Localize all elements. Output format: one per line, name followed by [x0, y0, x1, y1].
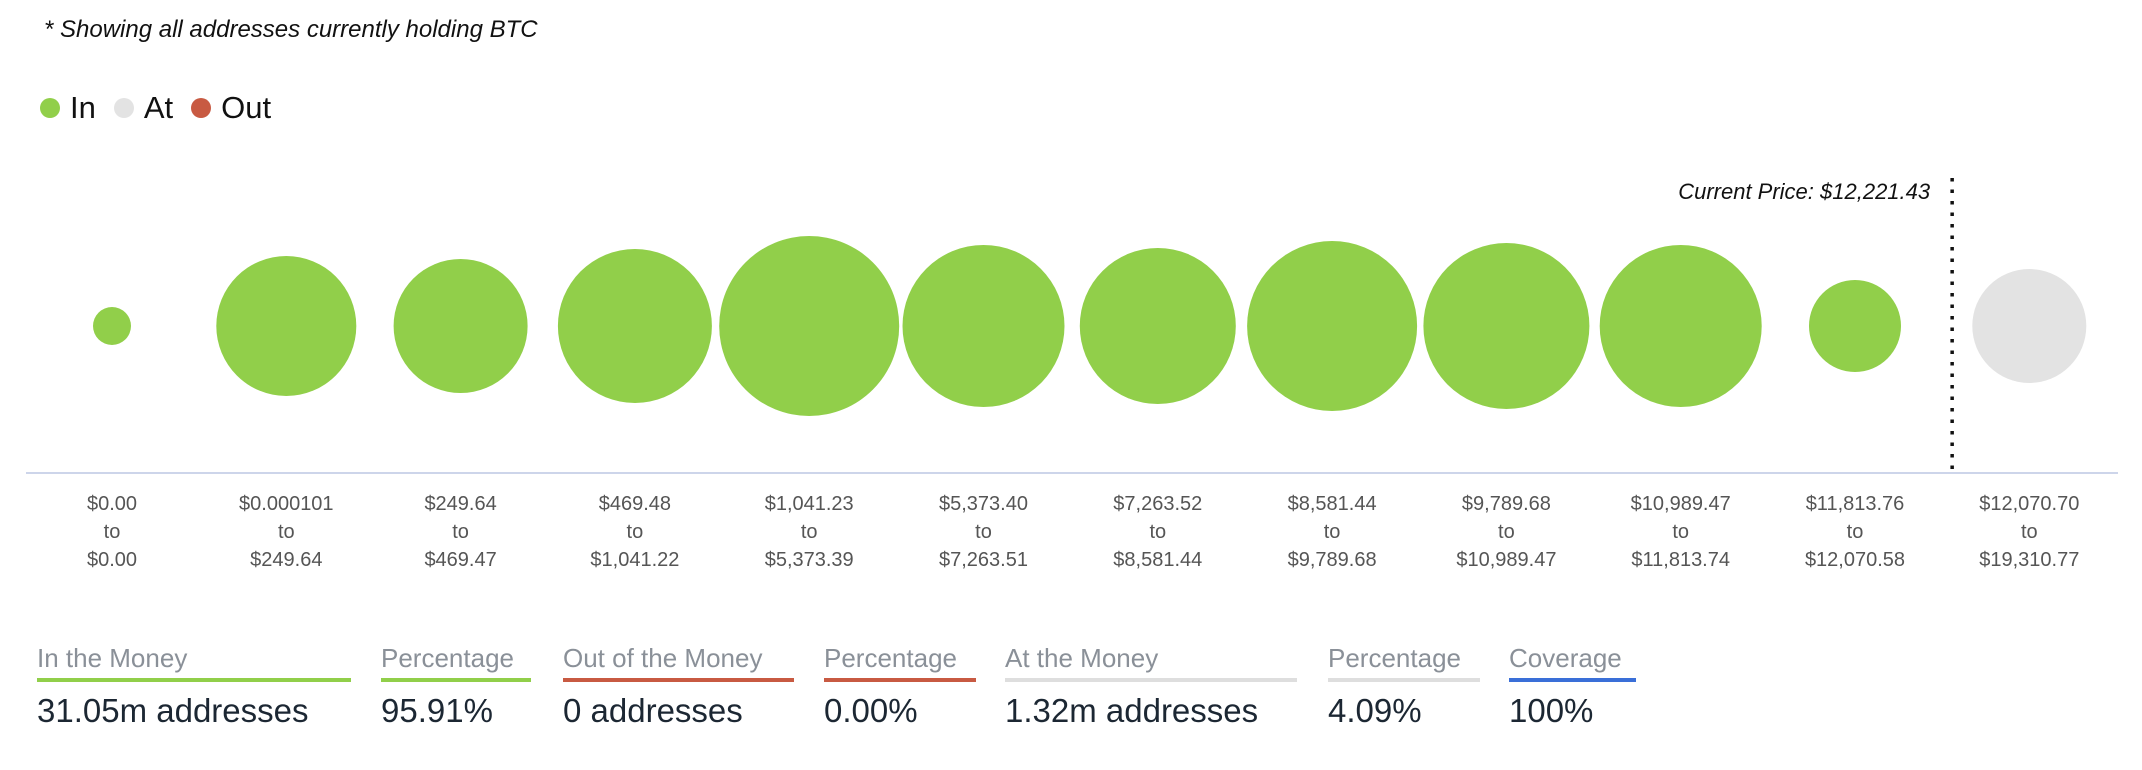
stat-value: 100%: [1509, 692, 1594, 729]
tick-label-from: $10,989.47: [1631, 493, 1731, 515]
stat-value: 31.05m addresses: [37, 692, 309, 729]
tick-label-from: $9,789.68: [1462, 493, 1551, 515]
stat-value: 4.09%: [1328, 692, 1422, 729]
stat-underline: [381, 678, 531, 682]
legend-label: At: [143, 90, 174, 125]
tick-label-from: $0.00: [87, 493, 137, 515]
tick-label-upper: $10,989.47: [1456, 549, 1556, 571]
stat-value: 95.91%: [381, 692, 493, 729]
tick-label-upper: $8,581.44: [1113, 549, 1202, 571]
bubble-in: [557, 249, 712, 403]
tick-label-from: $8,581.44: [1288, 493, 1377, 515]
tick-label-upper: $11,813.74: [1631, 549, 1730, 571]
bubble-in: [1079, 248, 1236, 404]
stat-label: Coverage: [1509, 643, 1622, 673]
tick-label-upper: $0.00: [87, 549, 137, 571]
bubble-chart: $0.00 to $0.00 $0.000101 to $249.64 $249.64 to $…: [26, 178, 2118, 571]
tick-label-to: to: [801, 521, 818, 543]
stat-label: Percentage: [1328, 643, 1461, 673]
stat-label: At the Money: [1005, 643, 1159, 673]
tick-label-from: $7,263.52: [1113, 493, 1202, 515]
stat-label: In the Money: [37, 643, 188, 673]
tick-label-from: $1,041.23: [765, 493, 854, 515]
tick-label-to: to: [278, 521, 295, 543]
tick-label-upper: $5,373.39: [765, 549, 854, 571]
tick-label-from: $5,373.40: [939, 493, 1028, 515]
tick-label-upper: $1,041.22: [590, 549, 679, 571]
bubble-in: [93, 307, 131, 345]
tick-label-upper: $9,789.68: [1288, 549, 1377, 571]
stat-underline: [824, 678, 976, 682]
summary-stats: In the Money 31.05m addresses Percentage…: [0, 640, 2142, 740]
stat-in-percentage: Percentage 95.91%: [381, 640, 531, 730]
bubble-in: [719, 236, 900, 416]
bubble-in: [902, 245, 1065, 407]
legend-item-at[interactable]: At: [113, 90, 174, 126]
bubble-in: [1809, 280, 1901, 372]
tick-label-to: to: [975, 521, 992, 543]
legend-dot-at-icon: [113, 98, 134, 118]
tick-label-upper: $7,263.51: [939, 549, 1028, 571]
stat-out-percentage: Percentage 0.00%: [824, 640, 976, 730]
tick-label-from: $469.48: [599, 493, 671, 515]
legend-item-in[interactable]: In: [40, 90, 96, 126]
stat-underline: [37, 678, 351, 682]
tick-label-upper: $469.47: [424, 549, 496, 571]
legend-dot-in-icon: [40, 98, 60, 118]
bubble-in: [216, 256, 357, 396]
tick-label-to: to: [104, 521, 121, 543]
stat-underline: [1509, 678, 1636, 682]
tick-label-to: to: [2021, 521, 2038, 543]
tick-label-to: to: [1498, 521, 1515, 543]
stat-at-percentage: Percentage 4.09%: [1328, 640, 1480, 730]
tick-label-upper: $249.64: [250, 549, 322, 571]
bubble-in: [1247, 241, 1418, 411]
current-price-label: Current Price: $12,221.43: [1678, 179, 1931, 204]
tick-label-from: $0.000101: [239, 493, 334, 515]
stat-at-the-money: At the Money 1.32m addresses: [1005, 640, 1297, 730]
tick-label-upper: $19,310.77: [1979, 549, 2079, 571]
stat-out-of-the-money: Out of the Money 0 addresses: [563, 640, 794, 730]
stat-coverage: Coverage 100%: [1509, 640, 1636, 730]
stat-label: Percentage: [381, 643, 514, 673]
tick-label-to: to: [1324, 521, 1341, 543]
legend-item-out[interactable]: Out: [191, 90, 271, 126]
stat-underline: [1005, 678, 1297, 682]
stat-value: 1.32m addresses: [1005, 692, 1259, 729]
tick-label-from: $11,813.76: [1806, 493, 1905, 515]
tick-label-to: to: [627, 521, 644, 543]
bubble-at: [1972, 269, 2087, 383]
stat-value: 0.00%: [824, 692, 918, 729]
stat-in-the-money: In the Money 31.05m addresses: [37, 640, 351, 730]
stat-value: 0 addresses: [563, 692, 743, 729]
legend-label: Out: [221, 90, 272, 125]
stat-underline: [563, 678, 794, 682]
tick-label-to: to: [452, 521, 469, 543]
legend-dot-out-icon: [191, 98, 212, 118]
legend: In At Out: [40, 90, 289, 126]
bubble-in: [393, 259, 528, 393]
tick-label-from: $12,070.70: [1979, 493, 2079, 515]
bubble-in: [1599, 245, 1762, 407]
tick-label-to: to: [1847, 521, 1864, 543]
tick-label-to: to: [1672, 521, 1689, 543]
stat-label: Out of the Money: [563, 643, 763, 673]
tick-label-to: to: [1149, 521, 1166, 543]
chart-note: * Showing all addresses currently holdin…: [44, 16, 538, 43]
tick-label-upper: $12,070.58: [1805, 549, 1905, 571]
tick-label-from: $249.64: [424, 493, 496, 515]
legend-label: In: [70, 90, 96, 125]
stat-label: Percentage: [824, 643, 957, 673]
bubble-in: [1423, 243, 1590, 409]
stat-underline: [1328, 678, 1480, 682]
